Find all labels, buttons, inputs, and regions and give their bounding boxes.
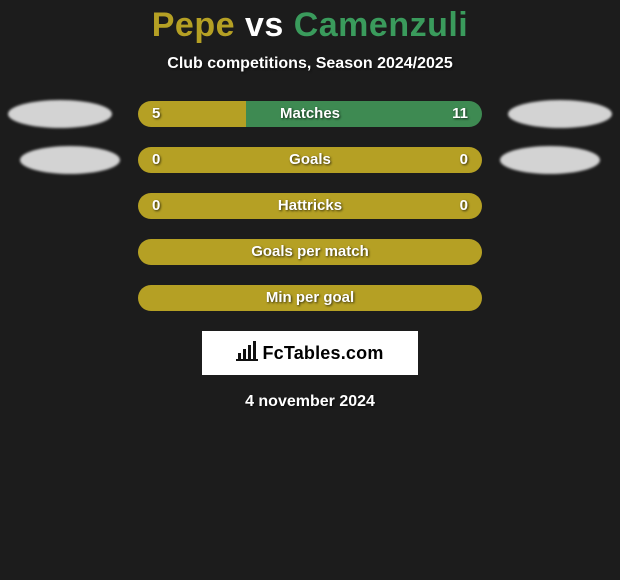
stat-label: Goals: [138, 147, 482, 173]
flag-ghost-right: [508, 100, 612, 128]
stat-row: Goals per match: [0, 239, 620, 265]
stat-bar: Hattricks: [138, 193, 482, 219]
stat-rows: Matches511Goals00Hattricks00Goals per ma…: [0, 101, 620, 311]
flag-ghost-left: [20, 146, 120, 174]
stat-label: Goals per match: [138, 239, 482, 265]
title-vs: vs: [235, 6, 294, 44]
title-player2: Camenzuli: [294, 6, 469, 44]
brand-inner: FcTables.com: [236, 341, 383, 366]
stat-label: Min per goal: [138, 285, 482, 311]
subtitle: Club competitions, Season 2024/2025: [0, 55, 620, 73]
stat-value-left: 0: [152, 147, 160, 173]
stat-value-right: 0: [460, 147, 468, 173]
flag-ghost-right: [500, 146, 600, 174]
flag-ghost-left: [8, 100, 112, 128]
brand-box[interactable]: FcTables.com: [202, 331, 418, 375]
stats-card: Pepe vs Camenzuli Club competitions, Sea…: [0, 0, 620, 411]
stat-row: Matches5 11: [0, 101, 620, 127]
stat-bar: Matches: [138, 101, 482, 127]
stat-label: Hattricks: [138, 193, 482, 219]
stat-row: Goals0 0: [0, 147, 620, 173]
page-title: Pepe vs Camenzuli: [0, 6, 620, 45]
stat-row: Min per goal: [0, 285, 620, 311]
brand-text: FcTables.com: [262, 343, 383, 364]
stat-value-left: 0: [152, 193, 160, 219]
stat-value-right: 0: [460, 193, 468, 219]
brand-chart-icon: [236, 341, 258, 366]
stat-bar: Goals per match: [138, 239, 482, 265]
date-text: 4 november 2024: [0, 393, 620, 411]
stat-bar: Min per goal: [138, 285, 482, 311]
stat-bar: Goals: [138, 147, 482, 173]
stat-value-left: 5: [152, 101, 160, 127]
stat-value-right: 11: [452, 101, 468, 127]
title-player1: Pepe: [152, 6, 235, 44]
stat-row: Hattricks0 0: [0, 193, 620, 219]
stat-label: Matches: [138, 101, 482, 127]
